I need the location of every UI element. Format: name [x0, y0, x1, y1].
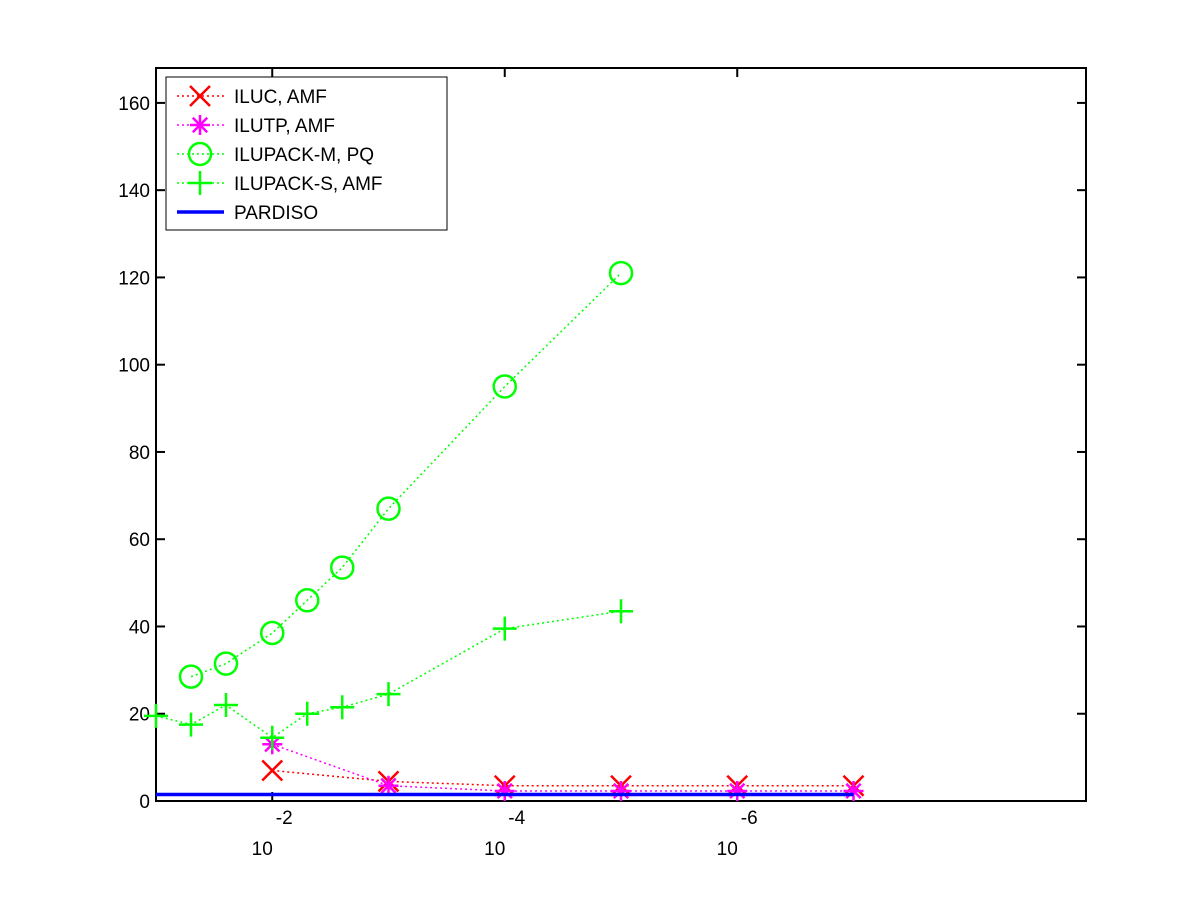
data-point — [295, 701, 320, 726]
legend-label: PARDISO — [234, 203, 318, 224]
legend-item: ILUTP, AMF — [177, 115, 335, 137]
x-tick-base: 10 — [717, 839, 738, 860]
data-point — [608, 260, 634, 286]
data-point — [378, 775, 399, 796]
legend-label: ILUPACK-S, AMF — [234, 174, 383, 195]
series-layer — [144, 260, 865, 801]
x-tick-exponent: -2 — [276, 808, 293, 829]
legend-marker — [189, 85, 211, 107]
data-point — [376, 682, 401, 707]
y-tick-label: 140 — [118, 181, 150, 202]
data-point — [609, 599, 633, 624]
data-point — [492, 616, 517, 641]
y-tick-label: 80 — [129, 443, 150, 464]
series-line — [272, 769, 854, 787]
data-point — [213, 651, 239, 676]
series-line — [272, 743, 854, 792]
data-point — [261, 759, 284, 782]
data-point — [727, 780, 748, 801]
legend-label: ILUC, AMF — [234, 87, 327, 108]
x-tick-base: 10 — [252, 839, 273, 860]
data-point — [178, 664, 204, 689]
y-axis: 0 20 40 60 80 100 120 140 160 — [118, 94, 1086, 813]
y-tick-label: 0 — [139, 792, 150, 813]
x-axis: -210-410-610 — [252, 68, 758, 860]
series-3 — [144, 599, 633, 750]
legend: ILUC, AMF ILUTP, AMF ILUPACK-M, PQ ILUPACK-… — [165, 76, 448, 231]
y-tick-label: 160 — [118, 94, 150, 115]
legend-marker — [190, 115, 210, 135]
data-point — [376, 496, 401, 521]
data-point — [178, 712, 203, 737]
y-tick-label: 120 — [118, 268, 150, 289]
data-point — [494, 780, 515, 801]
data-point — [260, 620, 285, 646]
data-point — [294, 588, 320, 613]
legend-item: ILUPACK-S, AMF — [177, 171, 383, 195]
legend-marker — [188, 171, 212, 195]
data-point — [843, 780, 864, 801]
y-tick-label: 100 — [118, 356, 150, 377]
x-tick-exponent: -6 — [741, 808, 758, 829]
legend-item: ILUC, AMF — [177, 85, 327, 108]
data-point — [611, 780, 631, 801]
data-point — [213, 693, 238, 718]
series-2 — [178, 260, 634, 689]
y-tick-label: 20 — [129, 705, 150, 726]
legend-item: ILUPACK-M, PQ — [177, 141, 374, 167]
data-point — [330, 695, 355, 720]
y-tick-label: 60 — [129, 530, 150, 551]
series-line — [190, 272, 622, 678]
y-tick-label: 40 — [129, 617, 150, 638]
x-tick-base: 10 — [484, 839, 505, 860]
data-point — [260, 725, 285, 750]
x-tick-exponent: -4 — [508, 808, 525, 829]
legend-marker — [187, 141, 213, 167]
data-point — [144, 703, 168, 728]
data-point — [492, 374, 517, 399]
legend-label: ILUTP, AMF — [234, 116, 335, 137]
legend-item: PARDISO — [177, 203, 318, 224]
legend-label: ILUPACK-M, PQ — [234, 145, 374, 166]
data-point — [329, 555, 355, 580]
